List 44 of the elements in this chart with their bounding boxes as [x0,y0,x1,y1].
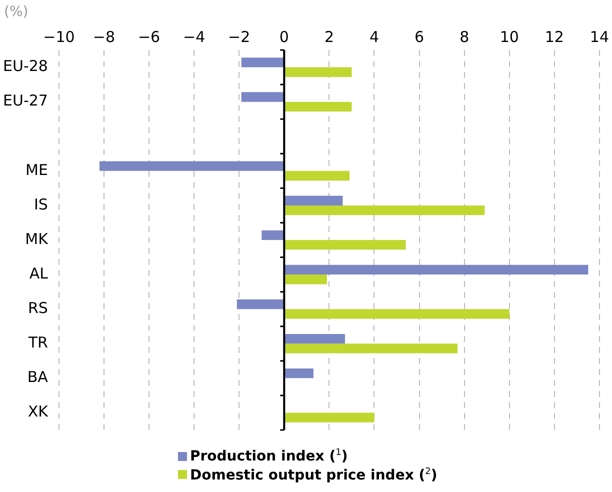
bar [284,196,343,206]
x-tick-label: 10 [500,28,519,46]
y-tick-label: EU-28 [2,57,48,76]
bar [284,264,588,275]
y-tick-label: MK [25,230,50,248]
x-tick-label: −8 [92,28,116,46]
bar [284,274,327,284]
bar [241,92,284,102]
bar [284,334,345,344]
bar [284,309,510,319]
bar [284,344,458,354]
x-tick-label: 8 [460,28,470,46]
bar [284,205,485,216]
bar [284,240,406,250]
x-tick-label: 2 [324,28,334,46]
y-tick-label: ME [26,160,48,179]
x-tick-label: −4 [183,28,206,46]
x-tick-label: −6 [138,28,160,46]
bar [262,230,284,240]
x-tick-label: 14 [590,28,610,46]
y-tick-label: IS [34,195,48,214]
legend-label: Domestic output price index ($^{2}$) [190,466,438,484]
x-tick-label: −10 [43,28,75,46]
legend-label: Production index ($^{1}$) [190,448,348,465]
y-tick-label: BA [27,368,49,386]
x-tick-label: 4 [369,28,380,46]
x-axis-title: (%) [4,4,28,20]
bar [284,368,314,378]
bar [284,67,352,77]
bar [99,161,284,171]
x-tick-label: −2 [228,28,250,46]
y-tick-label: EU-27 [2,92,48,110]
bar [284,170,350,181]
x-tick-label: 6 [414,28,424,46]
x-tick-label: 12 [544,28,564,46]
bar [284,412,374,422]
bar [241,58,284,68]
bar [284,102,352,112]
y-tick-label: AL [29,264,49,282]
y-tick-label: RS [28,298,48,317]
bar [236,299,284,310]
y-tick-label: TR [27,334,48,352]
x-tick-label: 0 [279,28,289,46]
y-tick-label: XK [28,402,50,421]
